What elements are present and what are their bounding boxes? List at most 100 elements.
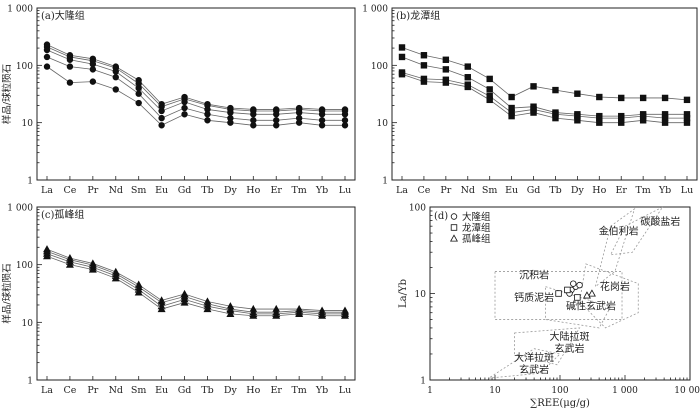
field-boundary bbox=[494, 271, 623, 320]
field-label: 花岗岩 bbox=[600, 280, 630, 293]
x-tick-label: Pr bbox=[87, 385, 98, 396]
x-tick-label: 1 000 bbox=[612, 386, 638, 396]
x-tick-label: Sm bbox=[131, 385, 147, 396]
y-axis-label: La/Yb bbox=[398, 279, 409, 308]
data-point bbox=[227, 119, 234, 126]
x-tick-label: Ce bbox=[63, 385, 76, 396]
ree-panel-0: 1 10 100 1 000 La Ce Pr Nd Sm Eu Gd Tb Dy Ho Er Tm Yb Lu (… bbox=[1, 5, 356, 196]
x-tick-label: Gd bbox=[178, 385, 192, 396]
x-tick-label: Gd bbox=[178, 185, 192, 196]
series-line bbox=[46, 56, 345, 121]
y-tick-label: 1 bbox=[27, 377, 33, 387]
series-line bbox=[46, 66, 345, 126]
x-tick-label: Yb bbox=[658, 185, 671, 196]
data-point bbox=[112, 68, 119, 75]
legend-label: 孤峰组 bbox=[462, 233, 491, 245]
data-point bbox=[181, 98, 188, 106]
y-tick-label: 1 000 bbox=[7, 5, 33, 15]
data-point bbox=[112, 86, 119, 93]
field-boundary bbox=[514, 327, 581, 366]
data-point bbox=[564, 286, 571, 294]
data-point bbox=[272, 311, 281, 319]
ree-panel-1: 1 10 100 1 000 La Ce Pr Nd Sm Eu Gd Tb Dy Ho Er Tm Yb Lu (… bbox=[362, 5, 698, 196]
x-tick-label: La bbox=[41, 385, 53, 396]
series-line bbox=[46, 44, 345, 110]
x-tick-label: Eu bbox=[155, 385, 168, 396]
x-tick-label: Nd bbox=[109, 385, 123, 396]
data-point bbox=[135, 99, 142, 107]
data-point bbox=[618, 94, 625, 102]
data-point bbox=[618, 119, 625, 126]
data-point bbox=[250, 111, 257, 118]
data-point bbox=[486, 75, 493, 83]
data-point bbox=[295, 109, 303, 116]
y-tick-label: 1 bbox=[382, 177, 388, 187]
data-point bbox=[204, 111, 211, 118]
x-tick-label: Dy bbox=[224, 185, 238, 196]
data-point bbox=[398, 44, 406, 51]
data-point bbox=[570, 280, 577, 287]
x-tick-label: La bbox=[396, 185, 408, 196]
x-tick-label: Ho bbox=[246, 185, 260, 196]
x-tick-label: Tb bbox=[201, 385, 213, 396]
data-point bbox=[661, 119, 669, 126]
x-tick-label: 100 bbox=[551, 386, 568, 396]
plot-frame bbox=[391, 7, 698, 181]
data-point bbox=[157, 304, 166, 313]
x-tick-label: 10 bbox=[489, 386, 501, 396]
data-point bbox=[89, 66, 97, 73]
data-point bbox=[66, 79, 74, 86]
data-point bbox=[530, 109, 537, 116]
series-line bbox=[401, 73, 687, 124]
data-point bbox=[587, 289, 596, 297]
y-tick-label: 100 bbox=[409, 204, 426, 214]
y-tick-label: 10 bbox=[377, 119, 389, 129]
data-point bbox=[582, 291, 591, 299]
data-point bbox=[43, 53, 51, 61]
x-tick-label: Yb bbox=[315, 185, 328, 196]
field-label: 金伯利岩 bbox=[599, 225, 639, 238]
x-tick-label: Ho bbox=[592, 185, 606, 196]
data-point bbox=[442, 56, 450, 63]
x-tick-label: Dy bbox=[224, 385, 238, 396]
data-point bbox=[66, 56, 74, 63]
data-point bbox=[464, 63, 471, 70]
data-point bbox=[43, 63, 51, 70]
data-point bbox=[89, 78, 97, 85]
ree-panel-2: 1 10 100 1 000 La Ce Pr Nd Sm Eu Gd Tb Dy Ho Er Tm Yb Lu (… bbox=[1, 204, 356, 396]
x-tick-label: Sm bbox=[482, 185, 498, 196]
x-tick-label: Tb bbox=[549, 185, 561, 196]
field-label: 碱性玄武岩 bbox=[566, 300, 616, 313]
x-tick-label: Lu bbox=[339, 385, 351, 396]
data-point bbox=[341, 111, 349, 118]
series-line bbox=[46, 49, 345, 115]
data-point bbox=[464, 83, 471, 91]
x-tick-label: Sm bbox=[131, 185, 147, 196]
data-point bbox=[180, 298, 189, 306]
x-tick-label: Tm bbox=[635, 185, 650, 196]
y-tick-label: 10 bbox=[22, 319, 34, 329]
data-point bbox=[555, 290, 562, 297]
data-point bbox=[683, 96, 691, 104]
field-boundary bbox=[545, 286, 612, 329]
data-point bbox=[249, 311, 258, 319]
data-point bbox=[135, 90, 142, 97]
data-point bbox=[639, 117, 647, 124]
data-point bbox=[398, 71, 406, 78]
data-point bbox=[158, 107, 165, 115]
data-point bbox=[135, 84, 142, 92]
panel-title: (c)孤峰组 bbox=[41, 208, 84, 221]
data-point bbox=[341, 311, 349, 319]
data-point bbox=[420, 52, 428, 59]
field-label: 玄武岩 bbox=[554, 342, 584, 355]
series-line bbox=[401, 56, 687, 117]
series-line bbox=[401, 47, 688, 101]
legend-marker bbox=[450, 224, 458, 231]
data-point bbox=[65, 260, 74, 268]
data-point bbox=[552, 114, 559, 122]
data-point bbox=[639, 94, 647, 102]
data-point bbox=[158, 122, 165, 129]
x-tick-label: 10 000 bbox=[674, 386, 700, 396]
series-line bbox=[46, 46, 345, 112]
